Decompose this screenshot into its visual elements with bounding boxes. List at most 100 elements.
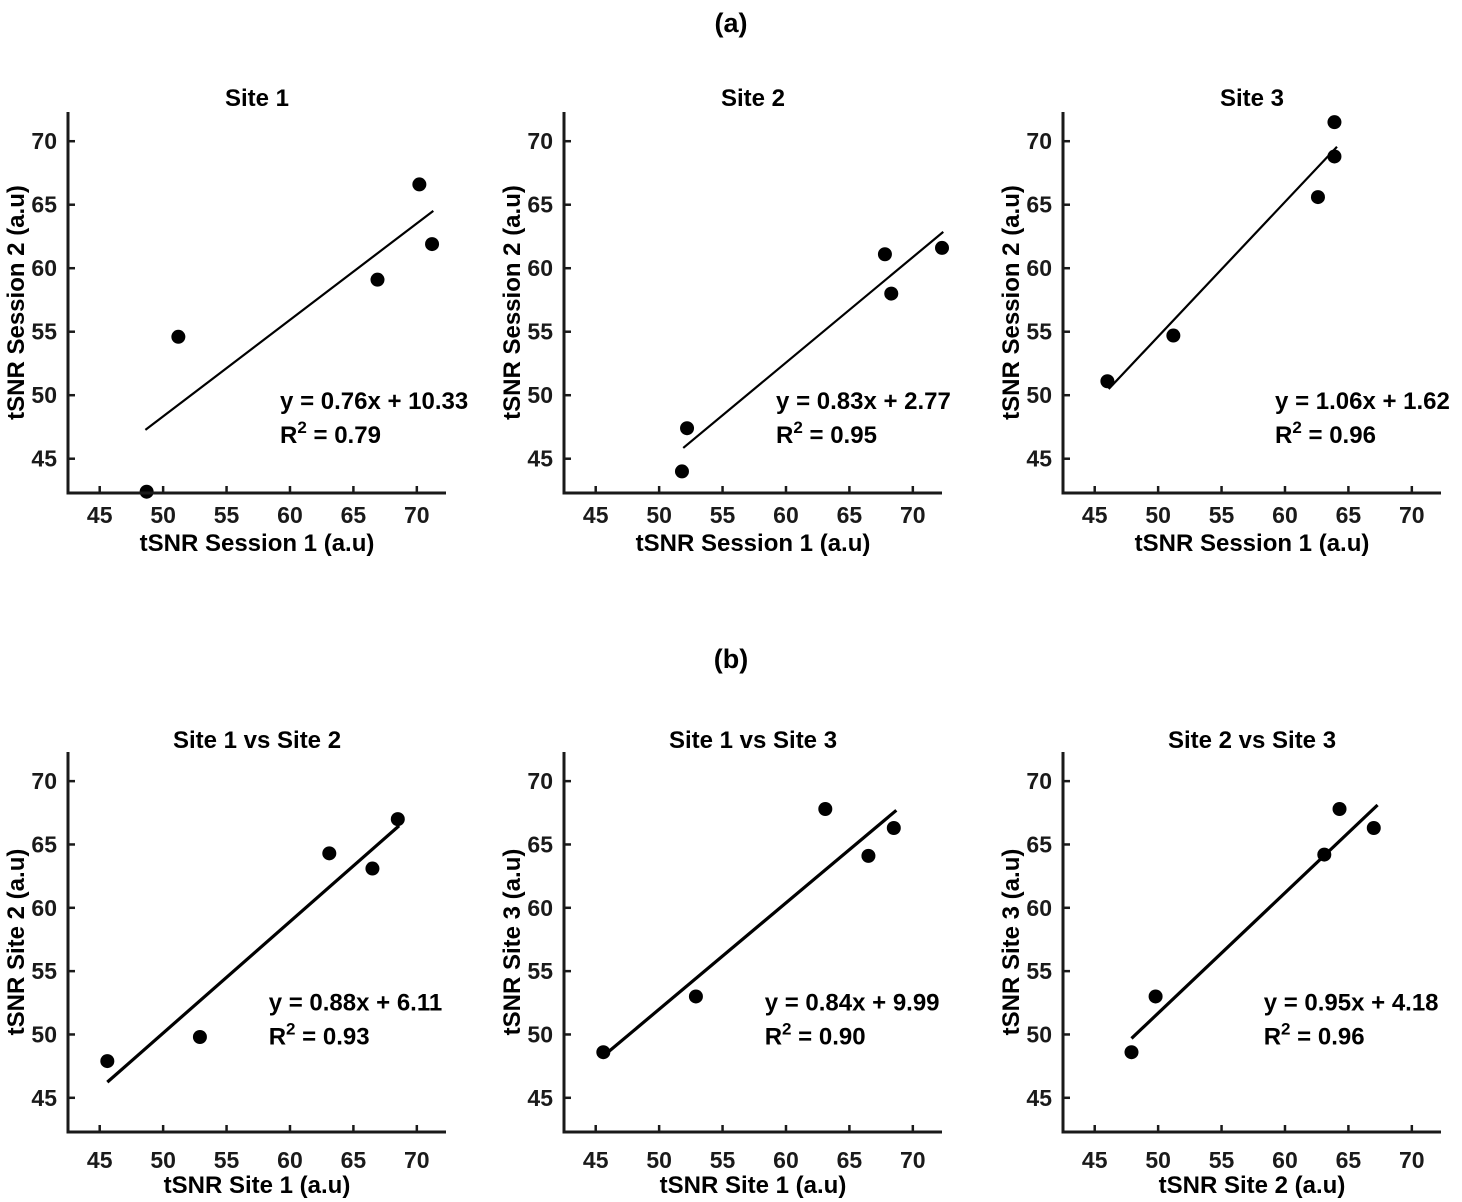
x-tick-label: 60 xyxy=(1272,502,1298,528)
data-point xyxy=(688,989,703,1004)
y-tick-label: 65 xyxy=(527,831,553,857)
x-tick-label: 65 xyxy=(341,502,367,528)
y-tick-label: 55 xyxy=(527,319,553,345)
data-point xyxy=(1366,821,1381,835)
y-tick-label: 50 xyxy=(527,1021,553,1047)
equation-label: y = 1.06x + 1.62 xyxy=(1275,388,1450,415)
y-axis-label: tSNR Site 3 (a.u) xyxy=(499,849,526,1036)
y-tick-label: 45 xyxy=(1026,446,1052,472)
axis-spines xyxy=(562,112,942,495)
data-point xyxy=(595,1045,610,1060)
x-axis-label: tSNR Session 1 (a.u) xyxy=(1135,530,1370,557)
x-tick-label: 50 xyxy=(150,502,176,528)
x-tick-label: 70 xyxy=(900,502,926,528)
chart-title: Site 2 vs Site 3 xyxy=(1168,727,1336,754)
x-tick-label: 55 xyxy=(214,1147,240,1173)
y-tick-label: 45 xyxy=(527,446,553,472)
regression-line xyxy=(144,209,434,431)
scatter-plot-site-2: 45 50 55 60 65 70 45 50 55 60 65 70 Site 2 tSNR Sessi… xyxy=(499,85,951,557)
y-axis-label: tSNR Session 2 (a.u) xyxy=(998,185,1025,420)
chart-row-a: 45 50 55 60 65 70 45 50 55 60 65 70 Site 1 tSNR Sessi… xyxy=(0,80,1462,560)
y-tick-label: 65 xyxy=(1026,831,1052,857)
data-point xyxy=(860,848,875,863)
y-tick-label: 70 xyxy=(31,128,57,154)
chart-title: Site 1 vs Site 3 xyxy=(668,727,836,754)
data-point xyxy=(883,286,898,301)
y-tick-label: 65 xyxy=(527,192,553,218)
y-tick-label: 70 xyxy=(31,768,57,794)
x-tick-label: 60 xyxy=(1272,1147,1298,1173)
r-squared-label: R2 = 0.79 xyxy=(280,418,381,449)
data-point xyxy=(1317,847,1332,862)
data-point xyxy=(390,812,405,827)
y-tick-label: 50 xyxy=(31,1021,57,1047)
chart-title: Site 1 xyxy=(225,85,289,112)
axis-spines xyxy=(1061,112,1441,495)
chart-title: Site 2 xyxy=(720,85,784,112)
y-axis-label: tSNR Site 3 (a.u) xyxy=(998,849,1025,1036)
r-squared-label: R2 = 0.93 xyxy=(269,1019,370,1050)
x-tick-label: 50 xyxy=(646,502,672,528)
y-tick-label: 70 xyxy=(527,768,553,794)
x-tick-label: 60 xyxy=(773,502,799,528)
panel-label-b: (b) xyxy=(713,644,749,674)
x-tick-label: 55 xyxy=(709,502,735,528)
equation-label: y = 0.95x + 4.18 xyxy=(1264,989,1439,1016)
data-point xyxy=(370,272,385,287)
regression-line xyxy=(1130,803,1379,1040)
chart-title: Site 3 xyxy=(1220,85,1284,112)
data-point xyxy=(365,861,380,876)
y-tick-label: 55 xyxy=(527,958,553,984)
y-tick-label: 50 xyxy=(527,382,553,408)
x-tick-label: 50 xyxy=(1145,1147,1171,1173)
x-axis-label: tSNR Site 1 (a.u) xyxy=(659,1172,846,1199)
x-tick-label: 45 xyxy=(87,502,113,528)
axis-spines xyxy=(1061,752,1441,1134)
r-squared-label: R2 = 0.96 xyxy=(1264,1019,1365,1050)
x-tick-label: 45 xyxy=(582,502,608,528)
axis-spines xyxy=(66,112,446,495)
y-tick-label: 45 xyxy=(527,1085,553,1111)
regression-line xyxy=(600,809,897,1059)
x-tick-label: 55 xyxy=(214,502,240,528)
x-tick-label: 55 xyxy=(1209,1147,1235,1173)
x-tick-label: 50 xyxy=(1145,502,1171,528)
regression-line xyxy=(1107,145,1338,390)
x-tick-label: 65 xyxy=(341,1147,367,1173)
r-squared-label: R2 = 0.90 xyxy=(764,1019,865,1050)
x-tick-label: 70 xyxy=(404,502,430,528)
y-tick-label: 70 xyxy=(1026,128,1052,154)
regression-line xyxy=(106,824,401,1084)
x-tick-label: 70 xyxy=(404,1147,430,1173)
x-tick-label: 65 xyxy=(1336,502,1362,528)
x-axis-label: tSNR Session 1 (a.u) xyxy=(635,530,870,557)
panel-label-a: (a) xyxy=(714,8,748,38)
y-tick-label: 65 xyxy=(31,192,57,218)
y-tick-label: 50 xyxy=(31,382,57,408)
y-tick-label: 60 xyxy=(527,895,553,921)
x-tick-label: 65 xyxy=(1336,1147,1362,1173)
equation-label: y = 0.83x + 2.77 xyxy=(776,388,951,415)
y-tick-label: 65 xyxy=(31,831,57,857)
x-tick-label: 55 xyxy=(709,1147,735,1173)
data-point xyxy=(1332,802,1347,816)
data-point xyxy=(817,802,832,816)
data-point xyxy=(886,821,901,835)
y-tick-label: 55 xyxy=(1026,319,1052,345)
y-tick-label: 45 xyxy=(31,446,57,472)
data-point xyxy=(1327,149,1342,164)
data-point xyxy=(1100,374,1115,389)
r-squared-label: R2 = 0.96 xyxy=(1275,418,1376,449)
chart-title: Site 1 vs Site 2 xyxy=(173,727,341,754)
data-point xyxy=(674,464,689,479)
scatter-plot-site-2-vs-site-3: 45 50 55 60 65 70 45 50 55 60 65 70 Site 2 vs Site 3… xyxy=(998,727,1441,1199)
data-point xyxy=(192,1030,207,1044)
axis-spines xyxy=(562,752,942,1134)
scatter-plot-site-3: 45 50 55 60 65 70 45 50 55 60 65 70 Site 3 tSNR Sessi… xyxy=(998,85,1450,557)
y-tick-label: 55 xyxy=(31,958,57,984)
y-tick-label: 55 xyxy=(1026,958,1052,984)
y-tick-label: 60 xyxy=(527,255,553,281)
data-point xyxy=(100,1054,115,1069)
data-point xyxy=(877,247,892,262)
